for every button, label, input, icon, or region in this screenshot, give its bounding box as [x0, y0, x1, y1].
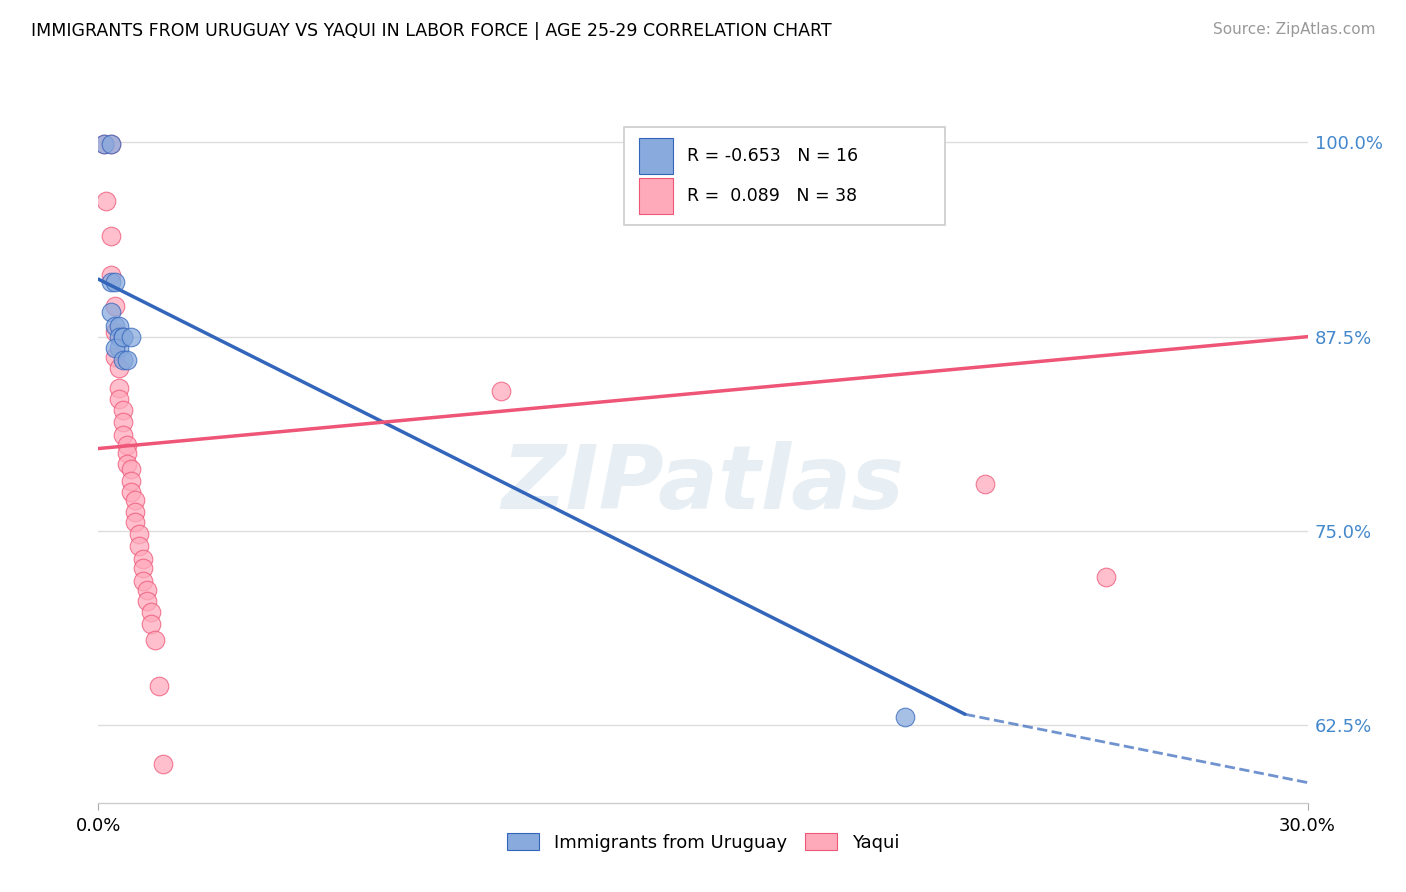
Point — [103, 299, 125, 313]
Point — [100, 228, 122, 243]
Point — [100, 268, 122, 282]
Point — [111, 353, 134, 368]
Point — [111, 329, 134, 343]
Point — [115, 438, 138, 452]
Point — [103, 341, 125, 355]
Point — [135, 582, 157, 597]
Point — [111, 402, 134, 417]
Point — [111, 415, 134, 429]
Point — [132, 561, 155, 575]
Point — [107, 329, 129, 343]
Point — [96, 194, 118, 209]
Text: Source: ZipAtlas.com: Source: ZipAtlas.com — [1212, 22, 1375, 37]
Point — [893, 710, 915, 724]
Point — [100, 275, 122, 289]
Point — [120, 485, 142, 500]
Point — [139, 617, 162, 632]
FancyBboxPatch shape — [638, 138, 673, 174]
Point — [103, 325, 125, 339]
Point — [103, 350, 125, 364]
Point — [111, 329, 134, 343]
Point — [974, 477, 997, 491]
Point — [120, 461, 142, 475]
Point — [120, 474, 142, 488]
Point — [93, 136, 115, 151]
Point — [128, 527, 150, 541]
Point — [124, 505, 146, 519]
Point — [100, 136, 122, 151]
Point — [135, 594, 157, 608]
Point — [132, 552, 155, 566]
Point — [103, 318, 125, 333]
Point — [107, 318, 129, 333]
Point — [115, 446, 138, 460]
Point — [107, 392, 129, 406]
Point — [1095, 570, 1118, 584]
Point — [115, 353, 138, 368]
Point — [107, 360, 129, 375]
Legend: Immigrants from Uruguay, Yaqui: Immigrants from Uruguay, Yaqui — [499, 826, 907, 859]
Point — [139, 605, 162, 619]
FancyBboxPatch shape — [638, 178, 673, 214]
FancyBboxPatch shape — [624, 128, 945, 225]
Point — [120, 329, 142, 343]
Point — [128, 540, 150, 554]
Point — [103, 275, 125, 289]
Point — [100, 136, 122, 151]
Text: R =  0.089   N = 38: R = 0.089 N = 38 — [688, 187, 858, 205]
Point — [124, 515, 146, 529]
Point — [132, 574, 155, 588]
Point — [107, 341, 129, 355]
Text: ZIPatlas: ZIPatlas — [502, 442, 904, 528]
Point — [148, 679, 170, 693]
Point — [143, 632, 166, 647]
Point — [152, 756, 174, 771]
Text: IMMIGRANTS FROM URUGUAY VS YAQUI IN LABOR FORCE | AGE 25-29 CORRELATION CHART: IMMIGRANTS FROM URUGUAY VS YAQUI IN LABO… — [31, 22, 831, 40]
Point — [115, 457, 138, 471]
Point — [100, 305, 122, 319]
Point — [111, 427, 134, 442]
Point — [107, 381, 129, 395]
Text: R = -0.653   N = 16: R = -0.653 N = 16 — [688, 147, 859, 165]
Point — [124, 492, 146, 507]
Point — [93, 136, 115, 151]
Point — [491, 384, 513, 398]
